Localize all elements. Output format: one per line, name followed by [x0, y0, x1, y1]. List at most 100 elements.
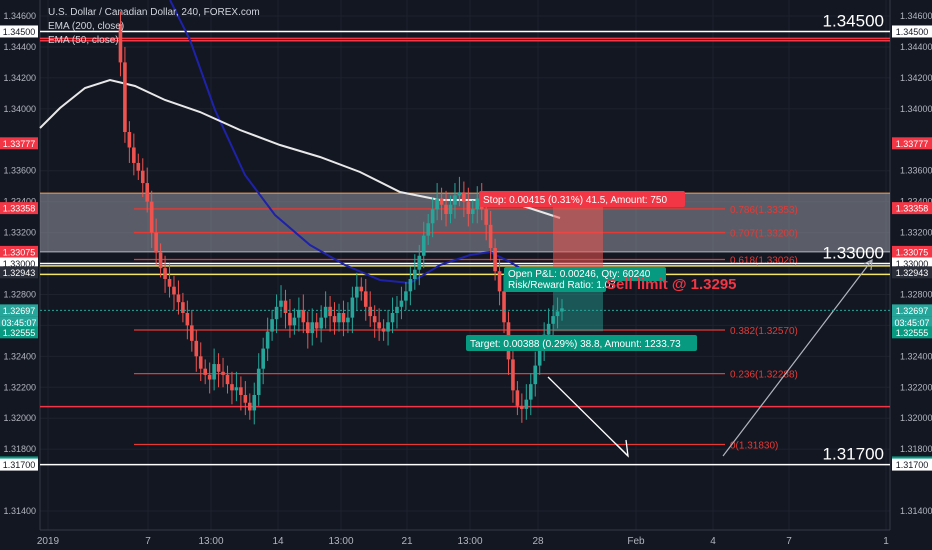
- candle-body: [448, 204, 453, 214]
- candle-body: [221, 371, 225, 375]
- y-tick-right: 1.31400: [900, 506, 932, 516]
- candle-body: [493, 248, 497, 272]
- price-tag-box: [892, 202, 932, 215]
- candle-body: [368, 306, 373, 317]
- fib-label: 0.236(1.32288): [730, 370, 798, 381]
- candle-body: [453, 195, 457, 205]
- y-tick-right: 1.32200: [900, 382, 932, 392]
- fib-label: 0.786(1.33353): [730, 205, 798, 216]
- ema50-legend[interactable]: EMA (50, close): [48, 35, 119, 46]
- price-tag-box: [0, 316, 38, 329]
- x-tick-label: Feb: [627, 536, 645, 547]
- pnl-label-box: [504, 267, 666, 281]
- candle-body: [239, 387, 243, 395]
- candle-body: [181, 302, 185, 313]
- y-tick-left: 1.31400: [3, 506, 36, 516]
- price-tag: 1.33358: [896, 204, 929, 214]
- candle-body: [484, 209, 488, 225]
- candle-body: [158, 252, 163, 269]
- y-tick-right: 1.33200: [900, 228, 932, 238]
- candle-body: [185, 313, 190, 326]
- candle-body: [341, 313, 346, 323]
- price-tag: 1.34500: [3, 27, 36, 37]
- candle-body: [377, 322, 381, 329]
- candle-body: [462, 192, 466, 202]
- candle-body: [332, 316, 337, 323]
- price-tag: 1.32697: [3, 306, 36, 316]
- y-tick-right: 1.32400: [900, 351, 932, 361]
- down-arrow-head: [615, 439, 629, 458]
- symbol-title: U.S. Dollar / Canadian Dollar, 240, FORE…: [48, 7, 260, 18]
- candle-body: [319, 317, 323, 329]
- price-tag: 1.34500: [896, 27, 929, 37]
- candle-body: [301, 309, 306, 323]
- x-tick-label: 14: [272, 536, 284, 547]
- price-tag: 1.31700: [3, 460, 36, 470]
- price-tag-box: [892, 25, 932, 38]
- candle-body: [346, 317, 350, 323]
- x-tick-label: 21: [401, 536, 413, 547]
- stop-label: Stop: 0.00415 (0.31%) 41.5, Amount: 750: [483, 195, 667, 206]
- price-tag: 1.33000: [3, 259, 36, 269]
- candle-body: [439, 198, 444, 205]
- supply-zone: [40, 193, 890, 252]
- candle-body: [488, 224, 493, 249]
- price-tag-box: [0, 458, 38, 471]
- stop-zone: [553, 207, 603, 272]
- candle-body: [140, 170, 145, 184]
- x-tick-label: 13:00: [457, 536, 482, 547]
- ema200-legend[interactable]: EMA (200, close): [48, 21, 125, 32]
- candle-body: [413, 269, 417, 279]
- pnl-label: Open P&L: 0.00246, Qty: 60240: [508, 269, 651, 280]
- price-tag-box: [0, 245, 38, 258]
- level-label: 1.31700: [823, 445, 884, 464]
- candle-body: [136, 162, 141, 171]
- price-tag-box: [892, 304, 932, 317]
- candle-body: [252, 394, 257, 411]
- candle-body: [328, 306, 332, 317]
- sell-limit-annotation: Sell limit @ 1.3295: [606, 276, 737, 293]
- ema200-line: [39, 78, 561, 219]
- price-tag: 1.33075: [3, 247, 36, 257]
- price-tag: 1.31700: [896, 460, 929, 470]
- candle-body: [511, 359, 515, 391]
- candle-body: [502, 291, 506, 323]
- price-tag-box: [892, 316, 932, 329]
- fib-label: 0.707(1.33200): [730, 229, 798, 240]
- level-label: 1.34500: [823, 11, 884, 30]
- candle-body: [234, 387, 239, 391]
- y-tick-right: 1.32800: [900, 289, 932, 299]
- candle-body: [363, 291, 368, 307]
- x-tick-label: 1: [883, 536, 889, 547]
- price-tag: 1.33777: [896, 139, 929, 149]
- candle-body: [310, 322, 315, 334]
- price-tag-box: [892, 137, 932, 150]
- candle-body: [216, 364, 221, 372]
- y-tick-right: 1.31800: [900, 444, 932, 454]
- candle-body: [533, 365, 538, 385]
- candle-body: [207, 374, 212, 380]
- price-tag: 1.32555: [896, 328, 929, 338]
- candle-body: [194, 340, 199, 357]
- price-tag: 1.32555: [3, 328, 36, 338]
- x-tick-label: 4: [710, 536, 716, 547]
- candle-body: [270, 319, 274, 332]
- price-tag: 1.33075: [896, 247, 929, 257]
- price-tag: 1.33000: [896, 259, 929, 269]
- up-arrow-head: [863, 258, 873, 271]
- y-tick-right: 1.34200: [900, 73, 932, 83]
- price-tag: 1.32943: [3, 268, 36, 278]
- candle-body: [292, 317, 297, 326]
- price-tag: 1.33777: [3, 139, 36, 149]
- candle-body: [390, 313, 395, 323]
- candle-body: [323, 306, 328, 318]
- y-tick-left: 1.32400: [3, 351, 36, 361]
- candle-body: [248, 402, 252, 411]
- price-tag-box: [0, 326, 38, 339]
- candle-body: [515, 390, 520, 406]
- candle-body: [551, 316, 555, 324]
- price-tag: 1.33358: [3, 204, 36, 214]
- y-tick-right: 1.32000: [900, 413, 932, 423]
- price-tag-box: [892, 458, 932, 471]
